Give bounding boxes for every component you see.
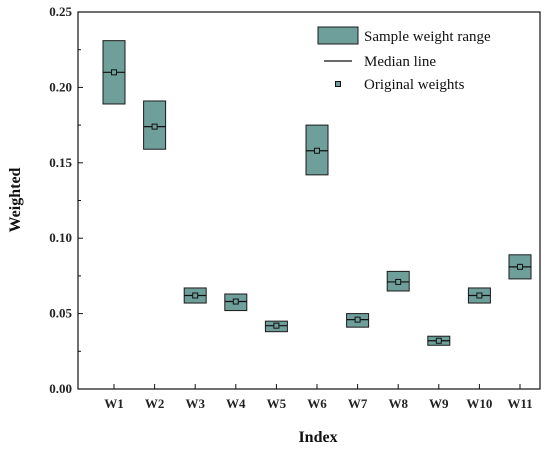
legend-range-label: Sample weight range (364, 29, 491, 45)
original-weight-marker (476, 292, 483, 299)
original-weight-marker (314, 147, 320, 154)
plot-frame (77, 11, 541, 390)
legend-original-swatch (335, 81, 341, 87)
y-tick-label: 0.25 (49, 4, 72, 19)
y-tick-label: 0.15 (49, 155, 72, 170)
original-weight-marker (151, 123, 158, 130)
original-weight-marker (395, 278, 402, 285)
legend-median-label: Median line (364, 54, 436, 70)
original-weight-marker (273, 322, 280, 329)
y-axis-title: Weighted (7, 167, 24, 232)
y-tick-label: 0.05 (49, 306, 72, 321)
x-tick-label: W6 (307, 396, 327, 411)
x-tick-label: W11 (507, 396, 532, 411)
x-tick-label: W8 (388, 396, 408, 411)
y-tick-label: 0.00 (49, 381, 72, 396)
original-weight-marker (192, 292, 199, 299)
y-tick-label: 0.10 (49, 230, 72, 245)
x-tick-label: W4 (226, 396, 246, 411)
y-tick-label: 0.20 (49, 79, 72, 94)
x-tick-label: W3 (185, 396, 205, 411)
x-tick-label: W7 (348, 396, 368, 411)
legend-original-label: Original weights (364, 77, 465, 93)
original-weight-marker (111, 69, 117, 76)
x-tick-label: W9 (429, 396, 449, 411)
x-axis-title: Index (298, 429, 337, 446)
legend: Sample weight range Median line Original… (317, 26, 491, 93)
x-tick-label: W10 (466, 396, 492, 411)
x-tick-label: W5 (267, 396, 287, 411)
legend-range-swatch (317, 26, 359, 45)
original-weight-marker (232, 298, 239, 305)
original-weight-marker (435, 337, 442, 344)
x-tick-label: W1 (104, 396, 124, 411)
x-tick-label: W2 (145, 396, 165, 411)
original-weight-marker (354, 316, 361, 323)
original-weight-marker (517, 263, 523, 270)
